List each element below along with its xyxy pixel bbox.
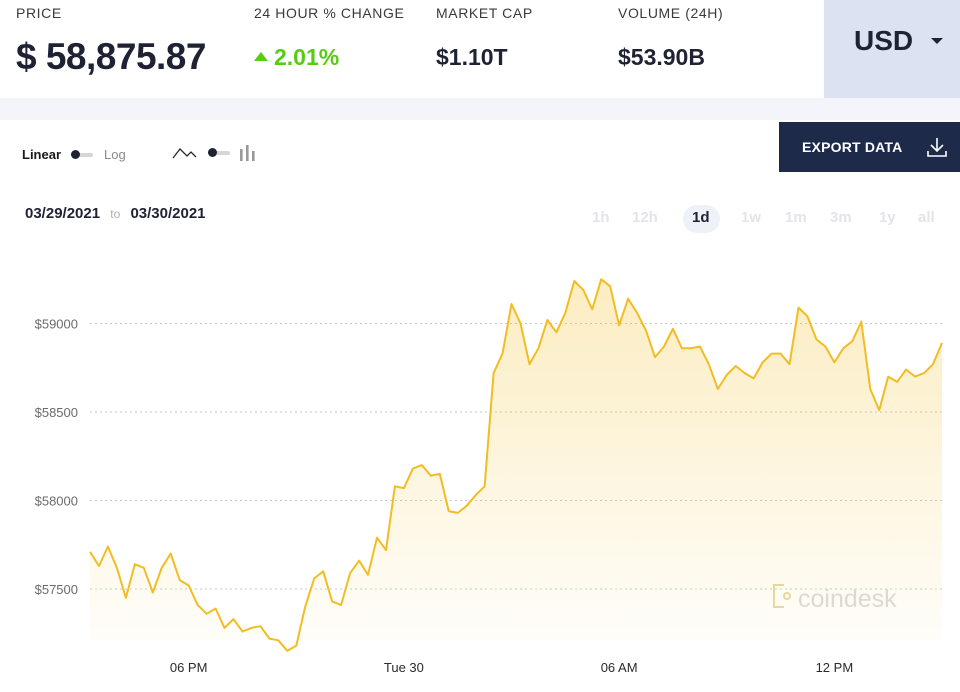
change-value: 2.01%: [274, 44, 340, 70]
market-cap-label: MARKET CAP: [436, 5, 533, 21]
toggle-knob: [71, 150, 80, 159]
toggle-knob: [208, 148, 217, 157]
chart-type-toggle[interactable]: [208, 147, 230, 159]
range-1m[interactable]: 1m: [785, 209, 807, 226]
x-tick-label: 06 AM: [601, 660, 638, 675]
divider-band: [0, 98, 960, 120]
range-1h[interactable]: 1h: [592, 209, 610, 226]
x-axis: 06 PM Tue 30 06 AM 12 PM: [170, 660, 853, 675]
range-all[interactable]: all: [918, 209, 935, 226]
x-tick-label: 06 PM: [170, 660, 208, 675]
y-tick-label: $58500: [35, 405, 78, 420]
date-from[interactable]: 03/29/2021: [25, 205, 101, 222]
range-1d[interactable]: 1d: [692, 209, 710, 226]
range-3m[interactable]: 3m: [830, 209, 852, 226]
date-to[interactable]: 03/30/2021: [130, 205, 206, 222]
line-chart-icon[interactable]: [172, 145, 198, 161]
scale-linear-label[interactable]: Linear: [22, 147, 62, 162]
x-tick-label: 12 PM: [816, 660, 854, 675]
price-value: $ 58,875.87: [16, 36, 206, 77]
price-chart: $59000$58500$58000$57500 coindesk 06 PMT…: [35, 278, 945, 675]
price-label: PRICE: [16, 5, 62, 21]
y-axis: $59000 $58500 $58000 $57500: [35, 317, 78, 598]
scale-log-label[interactable]: Log: [104, 147, 126, 162]
range-12h[interactable]: 12h: [632, 209, 658, 226]
range-selector: 1h 12h 1d 1w 1m 3m 1y all: [0, 205, 960, 233]
scale-toggle[interactable]: [71, 149, 93, 161]
triangle-up-icon: [254, 52, 268, 61]
date-to-word: to: [110, 207, 121, 221]
toggle-track: [71, 153, 93, 157]
date-range: 03/29/2021 to 03/30/2021: [25, 205, 206, 222]
market-cap-value: $1.10T: [436, 44, 508, 70]
y-tick-label: $57500: [35, 582, 78, 597]
bar-chart-icon[interactable]: [239, 144, 257, 162]
range-1w[interactable]: 1w: [741, 209, 762, 226]
volume-value: $53.90B: [618, 44, 705, 70]
chart-toolbar: Linear Log: [0, 120, 960, 180]
caret-down-icon: [931, 38, 943, 44]
download-icon: [927, 138, 947, 157]
export-data-button[interactable]: EXPORT DATA: [779, 122, 960, 172]
range-1y[interactable]: 1y: [879, 209, 896, 226]
export-data-label: EXPORT DATA: [802, 139, 903, 155]
price-area: [90, 279, 942, 651]
stats-bar: PRICE $ 58,875.87 24 HOUR % CHANGE 2.01%…: [0, 0, 824, 98]
x-tick-label: Tue 30: [384, 660, 424, 675]
volume-label: VOLUME (24H): [618, 5, 724, 21]
change-label: 24 HOUR % CHANGE: [254, 5, 405, 21]
toggle-track: [208, 151, 230, 155]
y-tick-label: $58000: [35, 494, 78, 509]
y-tick-label: $59000: [35, 317, 78, 332]
active-range-highlight: [683, 205, 720, 233]
price-line: [89, 278, 943, 652]
currency-dropdown[interactable]: USD: [824, 0, 960, 98]
currency-label: USD: [854, 25, 914, 56]
